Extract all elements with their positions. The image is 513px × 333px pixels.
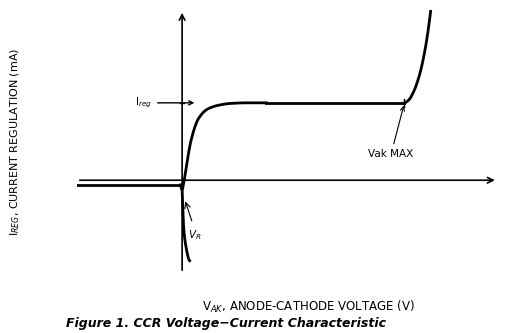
Text: V$_R$: V$_R$ (188, 228, 201, 242)
Text: Vak MAX: Vak MAX (368, 107, 413, 159)
Text: I$_{reg}$: I$_{reg}$ (135, 96, 193, 110)
Text: I$_{REG}$, CURRENT REGULATION (mA): I$_{REG}$, CURRENT REGULATION (mA) (9, 47, 22, 236)
Text: V$_{AK}$, ANODE-CATHODE VOLTAGE (V): V$_{AK}$, ANODE-CATHODE VOLTAGE (V) (202, 299, 415, 315)
Text: Figure 1. CCR Voltage−Current Characteristic: Figure 1. CCR Voltage−Current Characteri… (66, 317, 386, 330)
